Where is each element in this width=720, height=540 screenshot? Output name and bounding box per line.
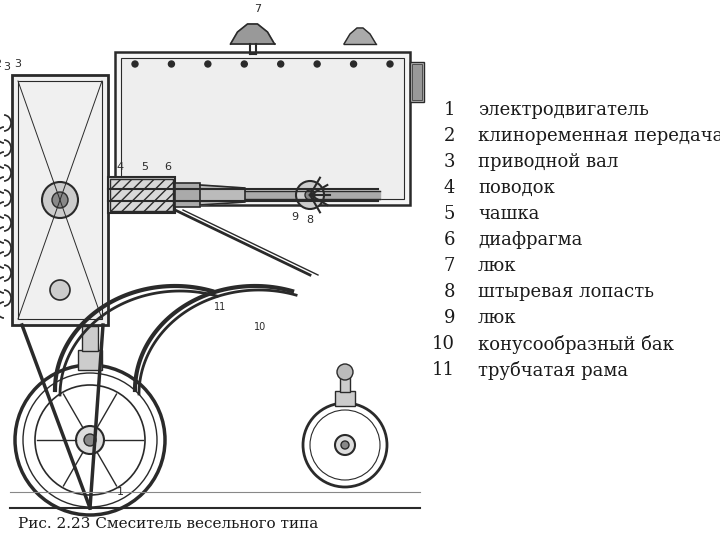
Bar xyxy=(175,183,200,207)
Text: диафрагма: диафрагма xyxy=(478,231,582,249)
Bar xyxy=(78,350,102,370)
Text: клиноременная передача: клиноременная передача xyxy=(478,127,720,145)
Text: 5: 5 xyxy=(142,162,148,172)
Text: 7: 7 xyxy=(254,4,261,14)
Text: 8: 8 xyxy=(444,283,455,301)
Text: 5: 5 xyxy=(444,205,455,223)
Text: люк: люк xyxy=(478,309,516,327)
Circle shape xyxy=(168,61,174,67)
Polygon shape xyxy=(200,185,245,205)
Bar xyxy=(340,372,350,392)
Text: люк: люк xyxy=(478,257,516,275)
Bar xyxy=(412,64,422,100)
Text: 3: 3 xyxy=(4,62,11,72)
Polygon shape xyxy=(344,28,376,44)
Text: 11: 11 xyxy=(214,302,226,312)
Bar xyxy=(335,391,355,406)
Polygon shape xyxy=(230,24,274,44)
Text: 9: 9 xyxy=(292,212,299,222)
Text: 9: 9 xyxy=(444,309,455,327)
Bar xyxy=(108,177,175,213)
Text: 3: 3 xyxy=(444,153,455,171)
Text: 4: 4 xyxy=(117,162,124,172)
Circle shape xyxy=(50,280,70,300)
Text: 1: 1 xyxy=(444,101,455,119)
Text: 10: 10 xyxy=(432,335,455,353)
Text: 10: 10 xyxy=(254,322,266,332)
Circle shape xyxy=(241,61,247,67)
Text: 7: 7 xyxy=(444,257,455,275)
Circle shape xyxy=(296,181,324,209)
Text: чашка: чашка xyxy=(478,205,539,223)
Circle shape xyxy=(42,182,78,218)
Circle shape xyxy=(205,61,211,67)
Bar xyxy=(82,326,98,351)
Text: 11: 11 xyxy=(432,361,455,379)
Circle shape xyxy=(76,426,104,454)
Bar xyxy=(110,179,173,211)
Text: поводок: поводок xyxy=(478,179,554,197)
Bar xyxy=(115,52,410,205)
Circle shape xyxy=(278,61,284,67)
Text: 6: 6 xyxy=(444,231,455,249)
Text: 3: 3 xyxy=(14,59,22,69)
Circle shape xyxy=(305,190,315,200)
Text: 1: 1 xyxy=(117,487,124,497)
Text: 4: 4 xyxy=(444,179,455,197)
Text: 2: 2 xyxy=(0,59,1,69)
Circle shape xyxy=(132,61,138,67)
Text: 6: 6 xyxy=(164,162,171,172)
Text: конусообразный бак: конусообразный бак xyxy=(478,334,674,354)
Circle shape xyxy=(52,192,68,208)
Circle shape xyxy=(314,61,320,67)
Circle shape xyxy=(351,61,356,67)
Circle shape xyxy=(337,364,353,380)
Bar xyxy=(12,75,108,325)
Circle shape xyxy=(341,441,349,449)
Bar xyxy=(121,58,404,199)
Text: Рис. 2.23 Смеситель весельного типа: Рис. 2.23 Смеситель весельного типа xyxy=(18,517,318,531)
Text: 8: 8 xyxy=(307,215,314,225)
Circle shape xyxy=(335,435,355,455)
Bar xyxy=(18,81,102,319)
Text: штыревая лопасть: штыревая лопасть xyxy=(478,283,654,301)
Text: трубчатая рама: трубчатая рама xyxy=(478,361,628,380)
Bar xyxy=(410,62,424,102)
Circle shape xyxy=(84,434,96,446)
Circle shape xyxy=(387,61,393,67)
Text: электродвигатель: электродвигатель xyxy=(478,101,649,119)
Text: 2: 2 xyxy=(444,127,455,145)
Text: приводной вал: приводной вал xyxy=(478,153,618,171)
